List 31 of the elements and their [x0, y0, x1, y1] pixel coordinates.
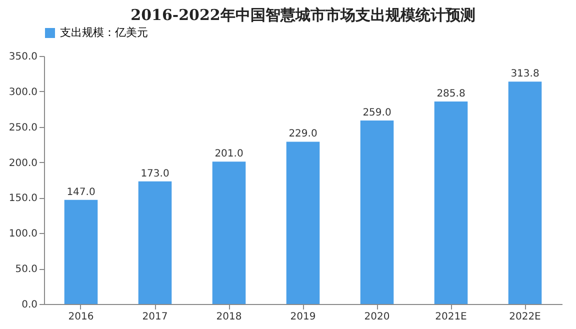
data-label: 285.8: [436, 88, 466, 100]
y-tick-label: 50.0: [15, 264, 38, 276]
bar: [286, 142, 320, 304]
chart-title: 2016-2022年中国智慧城市市场支出规模统计预测: [130, 6, 476, 24]
data-label: 201.0: [214, 148, 244, 160]
bar: [508, 82, 542, 304]
x-tick-label: 2016: [68, 312, 94, 322]
bar: [360, 120, 394, 304]
data-label: 147.0: [66, 186, 96, 198]
x-tick-label: 2021E: [435, 312, 467, 322]
y-tick-label: 300.0: [8, 86, 38, 98]
x-tick-label: 2020: [364, 312, 390, 322]
y-tick-label: 200.0: [8, 158, 38, 169]
y-tick-label: 150.0: [8, 193, 38, 204]
x-tick-label: 2022E: [509, 312, 541, 322]
legend-label: 支出规模：亿美元: [60, 26, 148, 39]
y-tick-label: 100.0: [8, 228, 38, 240]
data-label: 173.0: [140, 168, 170, 180]
x-tick-label: 2017: [142, 312, 168, 322]
x-tick-label: 2018: [216, 312, 242, 322]
data-label: 313.8: [510, 68, 540, 80]
y-tick-label: 0.0: [22, 300, 38, 310]
bar: [434, 101, 468, 304]
data-label: 259.0: [362, 107, 392, 118]
bar: [64, 200, 98, 304]
data-label: 229.0: [288, 128, 318, 140]
bar: [212, 162, 246, 304]
bar: [138, 181, 172, 304]
x-tick-label: 2019: [290, 312, 316, 322]
y-tick-label: 250.0: [8, 122, 38, 134]
y-tick-label: 350.0: [8, 52, 38, 62]
